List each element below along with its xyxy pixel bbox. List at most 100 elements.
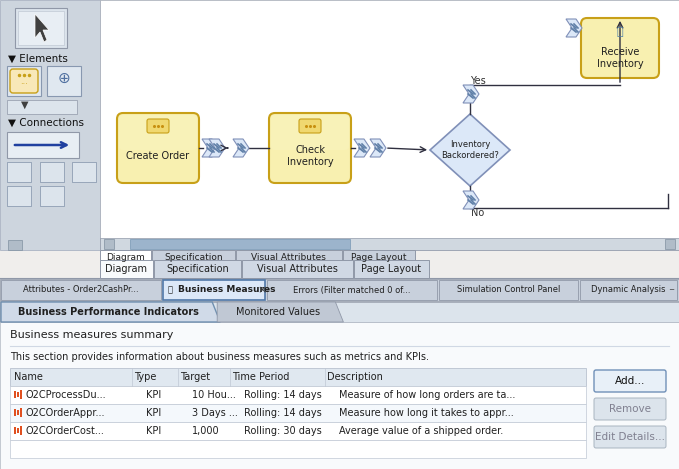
FancyBboxPatch shape xyxy=(10,69,38,93)
Bar xyxy=(100,250,151,266)
Text: KPI: KPI xyxy=(146,390,161,400)
FancyBboxPatch shape xyxy=(581,18,659,78)
Text: Diagram: Diagram xyxy=(105,264,147,274)
Bar xyxy=(0,0,100,250)
Bar xyxy=(8,240,22,250)
Polygon shape xyxy=(202,139,218,157)
Bar xyxy=(242,260,352,278)
Bar xyxy=(10,440,586,458)
Text: KPI: KPI xyxy=(146,408,161,418)
Polygon shape xyxy=(354,139,370,157)
FancyBboxPatch shape xyxy=(594,398,666,420)
Text: Target: Target xyxy=(180,372,210,382)
Text: Simulation Control Panel: Simulation Control Panel xyxy=(457,286,560,295)
Bar xyxy=(20,408,22,417)
Bar xyxy=(342,250,415,266)
Text: ▼ Elements: ▼ Elements xyxy=(8,54,68,64)
Text: ▼: ▼ xyxy=(21,100,29,110)
Text: Yes: Yes xyxy=(470,76,486,86)
Bar xyxy=(7,132,79,158)
Bar xyxy=(236,250,342,266)
Text: KPI: KPI xyxy=(146,426,161,436)
Text: No: No xyxy=(471,208,485,218)
Text: ─: ─ xyxy=(669,287,673,293)
Text: Inventory
Backordered?: Inventory Backordered? xyxy=(441,140,499,160)
Bar xyxy=(1,280,161,300)
Text: Name: Name xyxy=(14,372,43,382)
Text: Receive
Inventory: Receive Inventory xyxy=(597,47,643,69)
Bar xyxy=(7,66,41,96)
Bar xyxy=(17,429,19,433)
Text: 3 Days ...: 3 Days ... xyxy=(192,408,238,418)
Text: Create Order: Create Order xyxy=(126,151,189,161)
Text: Add...: Add... xyxy=(614,376,645,386)
Bar xyxy=(17,393,19,398)
Bar xyxy=(10,422,586,440)
Bar xyxy=(153,260,241,278)
Text: O2COrderCost...: O2COrderCost... xyxy=(26,426,105,436)
Bar xyxy=(14,392,16,399)
Text: Measure of how long orders are ta...: Measure of how long orders are ta... xyxy=(339,390,515,400)
Text: 1,000: 1,000 xyxy=(192,426,219,436)
FancyBboxPatch shape xyxy=(269,113,351,183)
Text: Monitored Values: Monitored Values xyxy=(236,307,320,317)
FancyBboxPatch shape xyxy=(271,115,349,150)
Text: Average value of a shipped order.: Average value of a shipped order. xyxy=(339,426,503,436)
Bar xyxy=(665,281,677,299)
Text: Remove: Remove xyxy=(609,404,651,414)
Polygon shape xyxy=(233,139,249,157)
Bar xyxy=(580,280,677,300)
Text: Business measures summary: Business measures summary xyxy=(10,330,173,340)
Bar xyxy=(130,239,350,249)
Polygon shape xyxy=(217,302,344,322)
Bar xyxy=(354,260,429,278)
Bar xyxy=(7,162,31,182)
FancyBboxPatch shape xyxy=(147,119,169,133)
FancyBboxPatch shape xyxy=(594,370,666,392)
Polygon shape xyxy=(463,85,479,103)
Text: Type: Type xyxy=(134,372,156,382)
Text: O2COrderAppr...: O2COrderAppr... xyxy=(26,408,105,418)
Polygon shape xyxy=(209,139,225,157)
Text: Edit Details...: Edit Details... xyxy=(595,432,665,442)
Text: Dynamic Analysis: Dynamic Analysis xyxy=(591,286,665,295)
Polygon shape xyxy=(430,114,510,186)
Polygon shape xyxy=(370,139,386,157)
Text: Rolling: 30 days: Rolling: 30 days xyxy=(244,426,322,436)
Text: 👤: 👤 xyxy=(617,27,623,37)
Polygon shape xyxy=(566,19,582,37)
Text: ▼ Connections: ▼ Connections xyxy=(8,118,84,128)
Bar xyxy=(10,386,586,404)
Text: ×: × xyxy=(257,285,267,295)
Text: ⊕: ⊕ xyxy=(58,70,71,85)
Bar xyxy=(100,0,679,250)
Text: Specification: Specification xyxy=(166,264,229,274)
Text: Rolling: 14 days: Rolling: 14 days xyxy=(244,408,322,418)
Text: Check
Inventory: Check Inventory xyxy=(287,145,333,167)
Bar xyxy=(40,162,64,182)
Text: Errors (Filter matched 0 of...: Errors (Filter matched 0 of... xyxy=(293,286,411,295)
Text: Rolling: 14 days: Rolling: 14 days xyxy=(244,390,322,400)
Bar xyxy=(100,260,153,278)
Bar xyxy=(7,186,31,206)
Text: 10 Hou...: 10 Hou... xyxy=(192,390,236,400)
Bar xyxy=(151,250,235,266)
Bar xyxy=(10,368,586,386)
Polygon shape xyxy=(1,302,220,322)
Bar xyxy=(47,66,81,96)
FancyBboxPatch shape xyxy=(299,119,321,133)
Bar xyxy=(18,11,64,45)
Bar xyxy=(162,280,265,300)
Bar xyxy=(10,404,586,422)
Text: O2CProcessDu...: O2CProcessDu... xyxy=(26,390,107,400)
Bar xyxy=(40,186,64,206)
Polygon shape xyxy=(35,14,49,42)
Text: Page Layout: Page Layout xyxy=(361,264,422,274)
Text: Business Measures: Business Measures xyxy=(178,286,275,295)
FancyBboxPatch shape xyxy=(594,426,666,448)
Bar xyxy=(439,280,578,300)
Text: Description: Description xyxy=(327,372,383,382)
Text: ...: ... xyxy=(20,76,28,85)
Bar xyxy=(0,302,679,322)
FancyBboxPatch shape xyxy=(117,113,199,183)
